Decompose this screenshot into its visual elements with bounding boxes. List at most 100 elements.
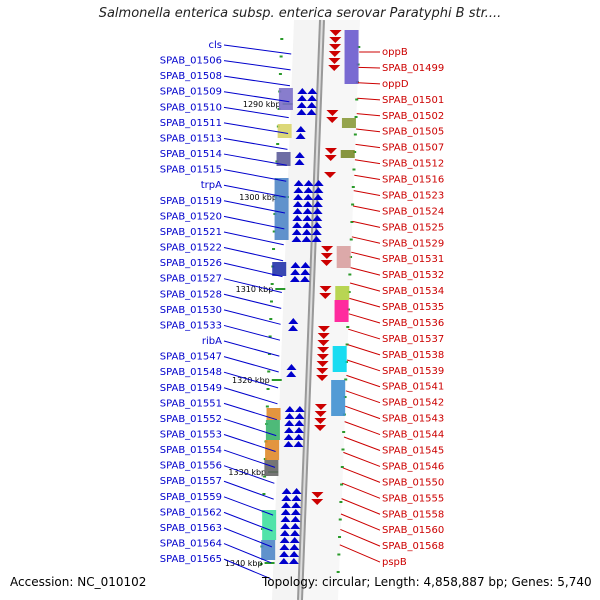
forward-gene-arrow — [300, 262, 311, 268]
reverse-gene-arrow — [317, 347, 330, 353]
reverse-gene-arrow — [324, 155, 337, 161]
forward-gene-arrow — [295, 133, 306, 139]
gene-label-right: SPAB_01505 — [382, 127, 444, 138]
track-tick — [267, 370, 271, 373]
forward-feature-box — [278, 88, 293, 110]
gene-label-right: SPAB_01507 — [382, 143, 444, 154]
gene-label-leader-right — [345, 405, 381, 420]
forward-gene-arrow — [284, 413, 295, 419]
gene-label-right: SPAB_01546 — [382, 461, 444, 472]
gene-label-leader-left — [223, 449, 276, 468]
track-tick — [263, 475, 267, 478]
gene-label-right: SPAB_01536 — [382, 318, 444, 329]
kbp-tick-label: 1340 kbp — [225, 559, 263, 568]
reverse-gene-arrow — [317, 326, 330, 332]
forward-gene-arrow — [280, 509, 291, 515]
gene-label-leader-right — [350, 267, 381, 276]
track-tick — [266, 388, 270, 390]
gene-label-leader-right — [341, 498, 381, 515]
reverse-gene-arrow — [326, 110, 339, 116]
gene-label-right: SPAB_01499 — [382, 63, 444, 74]
gene-label-left: SPAB_01547 — [160, 352, 222, 363]
gene-label-right: SPAB_01560 — [382, 525, 444, 536]
gene-label-right: SPAB_01544 — [382, 430, 444, 441]
track-tick — [270, 283, 274, 285]
track-tick — [344, 378, 348, 381]
gene-label-leader-right — [340, 528, 381, 547]
gene-label-leader-left — [223, 527, 273, 548]
gene-label-left: SPAB_01551 — [160, 398, 222, 409]
forward-gene-arrow — [281, 488, 292, 494]
track-tick — [269, 300, 273, 303]
gene-label-right: SPAB_01538 — [382, 350, 444, 361]
gene-label-leader-right — [339, 544, 381, 563]
track-tick — [280, 38, 284, 40]
gene-label-leader-right — [342, 467, 381, 483]
track-tick — [350, 221, 354, 223]
gene-label-leader-right — [356, 113, 381, 117]
forward-gene-arrow — [300, 269, 311, 275]
forward-gene-arrow — [292, 215, 303, 221]
gene-label-leader-left — [223, 371, 279, 389]
track-tick — [340, 483, 344, 486]
forward-gene-arrow — [312, 208, 323, 214]
reverse-gene-arrow — [329, 37, 342, 43]
forward-gene-arrow — [313, 180, 324, 186]
gene-label-left: SPAB_01519 — [160, 196, 222, 207]
reverse-feature-box — [334, 300, 349, 322]
gene-label-right: SPAB_01558 — [382, 509, 444, 520]
forward-gene-arrow — [313, 194, 324, 200]
forward-gene-arrow — [294, 152, 305, 158]
forward-gene-arrow — [291, 488, 302, 494]
reverse-feature-box — [340, 150, 355, 158]
gene-label-left: SPAB_01511 — [160, 118, 222, 129]
reverse-gene-arrow — [316, 375, 329, 381]
forward-gene-arrow — [296, 109, 307, 115]
gene-label-right: SPAB_01545 — [382, 446, 444, 457]
gene-label-leader-right — [349, 282, 381, 292]
gene-label-leader-right — [354, 174, 381, 181]
forward-gene-arrow — [289, 530, 300, 536]
forward-gene-arrow — [294, 420, 305, 426]
track-tick — [337, 553, 341, 556]
forward-feature-box — [264, 460, 279, 476]
gene-label-left: SPAB_01556 — [160, 461, 222, 472]
gene-label-leader-left — [223, 169, 287, 182]
reverse-gene-arrow — [311, 492, 324, 498]
gene-label-left: SPAB_01514 — [160, 149, 222, 160]
gene-label-leader-right — [355, 143, 381, 149]
reverse-gene-arrow — [321, 246, 334, 252]
gene-label-right: SPAB_01529 — [382, 238, 444, 249]
gene-label-leader-right — [351, 251, 381, 260]
gene-label-right: pspB — [382, 557, 407, 568]
forward-gene-arrow — [294, 406, 305, 412]
forward-feature-box — [265, 420, 280, 440]
gene-label-leader-left — [223, 75, 291, 87]
forward-gene-arrow — [302, 208, 313, 214]
gene-label-leader-right — [346, 359, 381, 372]
gene-label-leader-left — [223, 200, 286, 214]
forward-gene-arrow — [295, 126, 306, 132]
forward-gene-arrow — [292, 201, 303, 207]
gene-label-left: SPAB_01521 — [160, 227, 222, 238]
gene-label-left: SPAB_01563 — [160, 523, 222, 534]
forward-feature-box — [272, 262, 287, 276]
forward-gene-arrow — [303, 194, 314, 200]
reverse-gene-arrow — [314, 418, 327, 424]
gene-label-left: SPAB_01557 — [160, 476, 222, 487]
forward-gene-arrow — [294, 427, 305, 433]
gene-label-leader-left — [223, 356, 279, 373]
gene-label-leader-right — [342, 482, 381, 499]
gene-label-leader-right — [356, 128, 381, 133]
reverse-feature-box — [332, 346, 347, 372]
gene-label-leader-right — [357, 82, 381, 85]
forward-gene-arrow — [290, 523, 301, 529]
forward-gene-arrow — [311, 229, 322, 235]
kbp-tick-label: 1330 kbp — [228, 468, 266, 477]
gene-label-leader-right — [354, 159, 381, 165]
forward-gene-arrow — [293, 187, 304, 193]
gene-label-leader-left — [223, 231, 284, 246]
gene-label-right: SPAB_01539 — [382, 366, 444, 377]
